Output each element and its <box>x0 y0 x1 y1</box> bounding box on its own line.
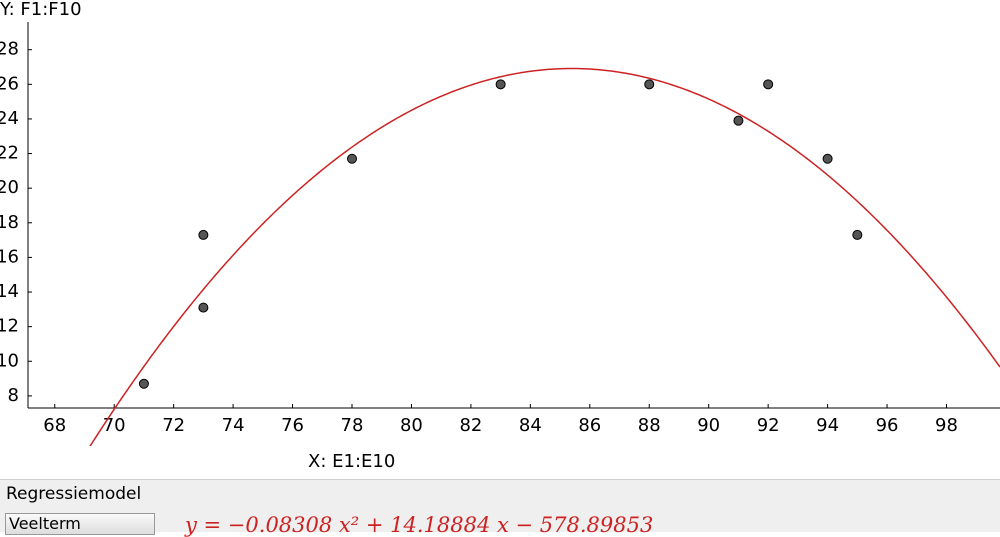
regression-panel: Regressiemodel Veelterm y = −0.08308 x² … <box>0 479 1000 537</box>
y-tick-label: 28 <box>0 39 19 60</box>
regression-formula: y = −0.08308 x² + 14.18884 x − 578.89853 <box>185 513 654 537</box>
panel-title: Regressiemodel <box>6 484 142 504</box>
data-point <box>198 302 209 313</box>
x-tick-label: 74 <box>222 415 245 436</box>
x-tick-label: 82 <box>459 415 482 436</box>
data-point <box>852 229 863 240</box>
data-point <box>347 153 357 164</box>
y-tick-label: 24 <box>0 108 19 129</box>
x-axis-label: X: E1:E10 <box>308 451 395 472</box>
y-tick-label: 8 <box>8 385 19 406</box>
x-tick-label: 96 <box>876 415 899 436</box>
graphics-view: Y: F1:F10 X: E1:E10 68 70 72 74 76 78 80 82 84 86… <box>0 0 1000 472</box>
data-point <box>763 79 774 90</box>
y-tick-label: 14 <box>0 281 19 302</box>
x-tick-label: 80 <box>400 415 423 436</box>
x-tick-label: 78 <box>341 415 364 436</box>
y-tick-label: 18 <box>0 212 19 233</box>
data-point <box>495 79 506 90</box>
y-tick-label: 22 <box>0 143 19 164</box>
x-tick-label: 68 <box>43 415 66 436</box>
x-tick-label: 98 <box>935 415 958 436</box>
data-point <box>138 378 149 389</box>
y-tick-label: 20 <box>0 177 19 198</box>
x-tick-label: 72 <box>162 415 185 436</box>
x-tick-label: 90 <box>697 415 720 436</box>
y-tick-label: 16 <box>0 246 19 267</box>
y-tick-label: 12 <box>0 316 19 337</box>
x-tick-label: 76 <box>281 415 304 436</box>
x-tick-label: 86 <box>578 415 601 436</box>
x-tick-label: 94 <box>816 415 839 436</box>
y-tick-label: 10 <box>0 350 19 371</box>
regression-curve <box>89 67 1000 446</box>
x-tick-label: 88 <box>638 415 661 436</box>
model-dropdown[interactable]: Veelterm <box>5 513 155 535</box>
x-tick-label: 92 <box>757 415 780 436</box>
data-point <box>822 153 833 164</box>
data-point <box>733 115 744 126</box>
data-point <box>644 79 655 90</box>
x-tick-label: 84 <box>519 415 542 436</box>
y-tick-label: 26 <box>0 73 19 94</box>
fit-group <box>89 67 1000 446</box>
x-tick-label: 70 <box>103 415 126 436</box>
y-axis-label: Y: F1:F10 <box>0 0 82 20</box>
data-point <box>198 229 209 240</box>
